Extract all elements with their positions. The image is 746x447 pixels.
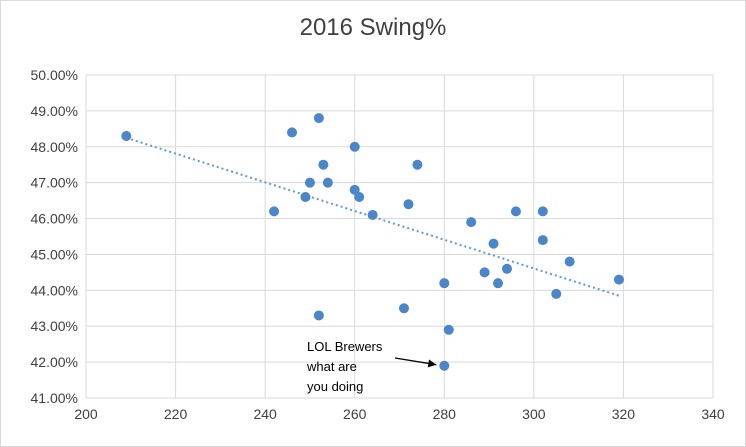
x-tick-label: 240 [253, 406, 277, 422]
x-tick-label: 340 [701, 406, 725, 422]
y-tick-label: 47.00% [31, 175, 78, 191]
x-tick-label: 260 [343, 406, 367, 422]
data-point [439, 278, 450, 289]
data-point [479, 267, 490, 278]
y-axis-ticks: 41.00% 42.00% 43.00% 44.00% 45.00% 46.00% 47.0… [31, 67, 78, 406]
annotation-line-3: you doing [307, 379, 364, 394]
data-point [412, 159, 423, 170]
y-tick-label: 42.00% [31, 354, 78, 370]
data-point [466, 217, 477, 228]
annotation-line-1: LOL Brewers [307, 339, 383, 354]
y-tick-label: 44.00% [31, 282, 78, 298]
annotation-note: LOL Brewers what are you doing [307, 337, 382, 397]
data-point [313, 113, 324, 124]
data-point [121, 131, 132, 142]
x-tick-label: 280 [433, 406, 457, 422]
data-point [488, 238, 499, 249]
annotation-arrow-head [427, 359, 437, 368]
data-point [537, 235, 548, 246]
annotation-line-2: what are [307, 359, 357, 374]
x-tick-label: 220 [164, 406, 188, 422]
data-point [564, 256, 575, 267]
gridlines [85, 74, 714, 399]
y-tick-label: 45.00% [31, 246, 78, 262]
data-point [349, 184, 360, 195]
data-point [510, 206, 521, 217]
trendline-group [126, 136, 620, 297]
x-tick-label: 320 [612, 406, 636, 422]
x-tick-label: 300 [522, 406, 546, 422]
data-point [349, 141, 360, 152]
data-point [403, 199, 414, 210]
y-tick-label: 46.00% [31, 211, 78, 227]
y-tick-label: 41.00% [31, 390, 78, 406]
data-point [551, 288, 562, 299]
y-tick-label: 50.00% [31, 67, 78, 83]
data-point [537, 206, 548, 217]
data-points [121, 113, 624, 371]
data-point [300, 192, 311, 203]
y-tick-label: 48.00% [31, 139, 78, 155]
data-point [493, 278, 504, 289]
annotation-arrow-group [394, 357, 437, 368]
data-point [304, 177, 315, 188]
data-point [269, 206, 280, 217]
data-point [398, 303, 409, 314]
trendline [126, 136, 620, 297]
x-axis-ticks: 200 220 240 260 280 300 320 340 [74, 406, 725, 422]
data-point [613, 274, 624, 285]
data-point [501, 263, 512, 274]
data-point [318, 159, 329, 170]
y-tick-label: 43.00% [31, 318, 78, 334]
x-tick-label: 200 [74, 406, 98, 422]
data-point [367, 209, 378, 220]
data-point [313, 310, 324, 321]
data-point [287, 127, 298, 138]
data-point [322, 177, 333, 188]
data-point [443, 324, 454, 335]
y-tick-label: 49.00% [31, 103, 78, 119]
data-point [439, 360, 450, 371]
data-point [354, 192, 365, 203]
chart-title: 2016 Swing% [299, 14, 447, 41]
